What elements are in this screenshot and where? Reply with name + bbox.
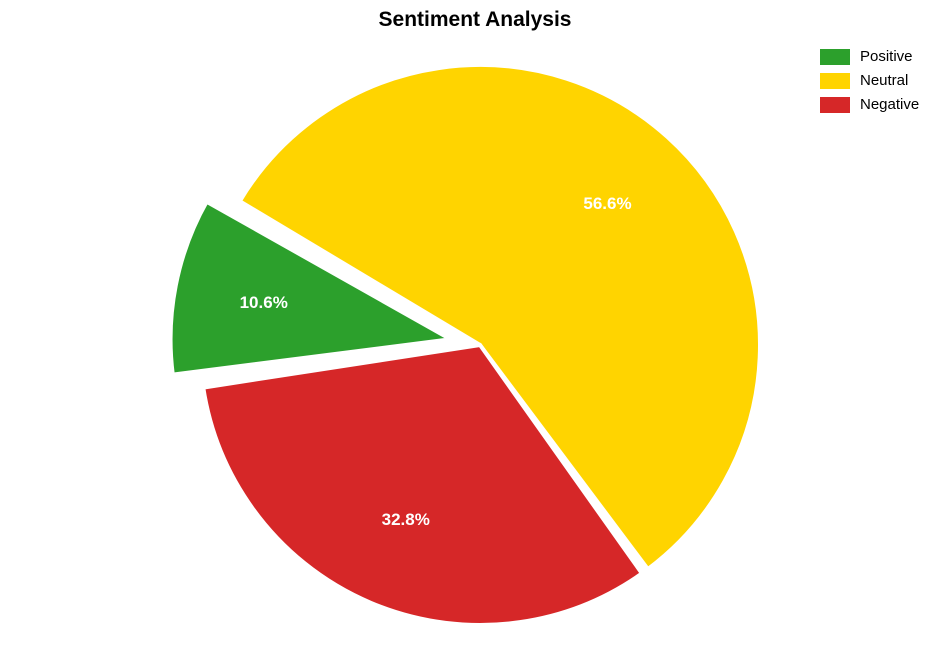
legend-label: Negative — [860, 96, 919, 113]
legend-label: Positive — [860, 48, 913, 65]
sentiment-pie-chart: Sentiment Analysis PositiveNeutralNegati… — [0, 0, 950, 662]
legend-item-negative: Negative — [820, 96, 919, 113]
legend-swatch — [820, 49, 850, 65]
legend-swatch — [820, 97, 850, 113]
slice-label-positive: 10.6% — [240, 293, 288, 313]
legend-item-positive: Positive — [820, 48, 919, 65]
slice-label-neutral: 56.6% — [583, 194, 631, 214]
legend-swatch — [820, 73, 850, 89]
legend: Positive Neutral Negative — [820, 48, 919, 120]
legend-item-neutral: Neutral — [820, 72, 919, 89]
pie-svg — [140, 5, 820, 662]
legend-label: Neutral — [860, 72, 908, 89]
slice-label-negative: 32.8% — [382, 510, 430, 530]
